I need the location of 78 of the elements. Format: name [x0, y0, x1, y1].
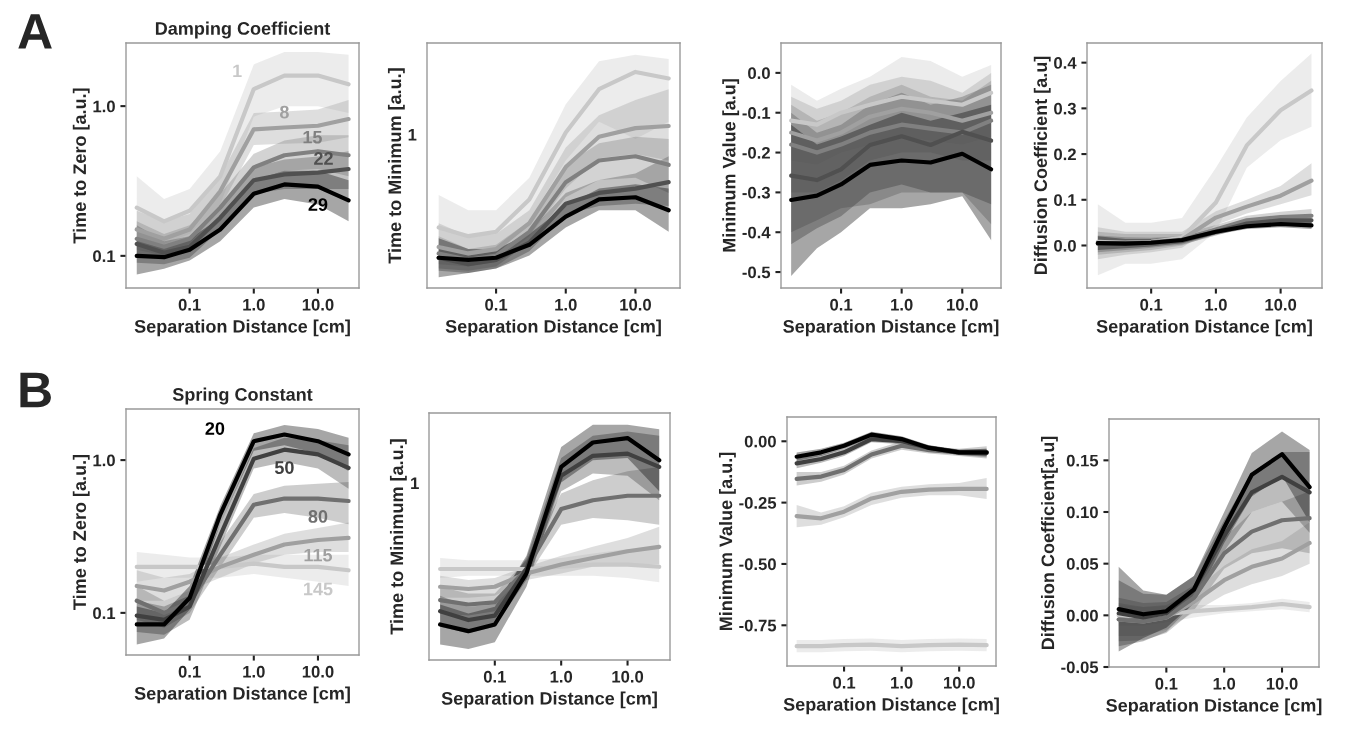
x-axis-title: Separation Distance [cm] — [445, 319, 661, 337]
x-tick-label: 10.0 — [1265, 298, 1297, 311]
x-axis-title: Separation Distance [cm] — [1096, 319, 1312, 337]
y-axis-title: Minimum Value [a.u.] — [718, 452, 736, 631]
y-axis-title: Time to Zero [a.u.] — [72, 454, 90, 610]
text: 1 — [408, 128, 417, 141]
x-tick-label: 0.1 — [1140, 298, 1163, 311]
x-axis-title: Separation Distance [cm] — [134, 686, 350, 704]
y-tick-label: -0.5 — [742, 266, 771, 279]
y-tick-label: 0.1 — [93, 607, 116, 620]
y-axis-title: Diffusion Coefficient[a.u] — [1040, 436, 1058, 650]
y-tick-label: 0.05 — [1066, 558, 1099, 570]
y-tick-label: 0.4 — [1054, 57, 1077, 69]
y-axis-title: Time to Minimum [a.u.] — [389, 439, 407, 635]
y-axis-title: Time to Zero [a.u.] — [72, 88, 90, 244]
chart-title: Damping Coefficient — [155, 21, 331, 39]
y-tick-label: 0.3 — [1054, 102, 1076, 115]
x-tick-label: 1.0 — [891, 298, 913, 311]
y-tick-label: 0.2 — [1054, 148, 1076, 161]
series-label: 20 — [205, 422, 225, 435]
series-label: 29 — [308, 198, 328, 211]
y-tick-label: -0.50 — [739, 558, 776, 571]
x-tick-label: 10.0 — [302, 298, 334, 311]
y-tick-label: -0.4 — [742, 226, 771, 239]
x-tick-label: 0.1 — [485, 298, 508, 311]
x-tick-label: 10.0 — [944, 676, 975, 689]
y-tick-label: 0.00 — [1066, 609, 1098, 622]
chart-title: Spring Constant — [172, 387, 313, 405]
y-tick-label: 1.0 — [93, 100, 115, 113]
x-axis-title: Separation Distance [cm] — [1106, 698, 1322, 716]
x-tick-label: 10.0 — [1266, 677, 1298, 690]
x-tick-label: 10.0 — [620, 298, 651, 311]
series-label: 80 — [308, 510, 328, 523]
x-tick-label: 1.0 — [891, 676, 913, 689]
x-tick-label: 0.1 — [830, 298, 853, 311]
y-tick-label: -0.1 — [742, 107, 771, 119]
x-tick-label: 1.0 — [550, 670, 573, 683]
y-tick-label: -0.05 — [1061, 661, 1099, 674]
y-tick-label: 0.1 — [93, 250, 116, 263]
y-tick-label: 0.00 — [744, 435, 776, 448]
y-tick-label: 0.1 — [1054, 194, 1077, 206]
y-tick-label: -0.25 — [739, 497, 777, 509]
x-tick-label: 1.0 — [555, 298, 577, 311]
y-tick-label: -0.75 — [739, 619, 777, 632]
y-axis-title: Diffusion Coefficient [a.u] — [1033, 56, 1051, 275]
x-tick-label: 1.0 — [1213, 677, 1236, 690]
text: 1 — [411, 477, 419, 489]
x-tick-label: 0.1 — [1155, 677, 1178, 690]
x-tick-label: 1.0 — [243, 298, 265, 311]
y-tick-label: 0.0 — [1054, 239, 1076, 252]
series-label: 22 — [314, 152, 333, 165]
x-tick-label: 0.1 — [178, 665, 201, 678]
x-tick-label: 0.1 — [178, 298, 201, 311]
y-tick-label: 1.0 — [93, 454, 115, 467]
x-tick-label: 10.0 — [947, 298, 978, 311]
x-axis-title: Separation Distance [cm] — [783, 697, 999, 715]
x-tick-label: 0.1 — [483, 670, 506, 683]
series-label: 50 — [274, 461, 294, 474]
y-axis-title: Time to Minimum [a.u.] — [387, 68, 405, 264]
x-tick-label: 0.1 — [833, 676, 856, 689]
y-tick-label: -0.3 — [742, 186, 770, 199]
x-tick-label: 10.0 — [612, 670, 644, 683]
x-axis-title: Separation Distance [cm] — [783, 319, 999, 337]
y-axis-title: Minimum Value [a.u] — [722, 79, 740, 252]
text: B — [20, 372, 51, 408]
x-tick-label: 1.0 — [1205, 298, 1227, 311]
x-axis-title: Separation Distance [cm] — [441, 691, 657, 709]
y-tick-label: 0.15 — [1066, 454, 1099, 467]
x-tick-label: 1.0 — [243, 665, 265, 678]
series-label: 8 — [279, 105, 289, 119]
y-tick-label: -0.2 — [742, 146, 770, 159]
x-tick-label: 10.0 — [302, 665, 334, 678]
y-tick-label: 0.0 — [748, 67, 770, 80]
x-axis-title: Separation Distance [cm] — [134, 319, 350, 337]
series-label: 15 — [303, 130, 322, 144]
series-label: 115 — [304, 548, 333, 562]
text: A — [18, 14, 52, 49]
y-tick-label: 0.10 — [1066, 506, 1098, 519]
